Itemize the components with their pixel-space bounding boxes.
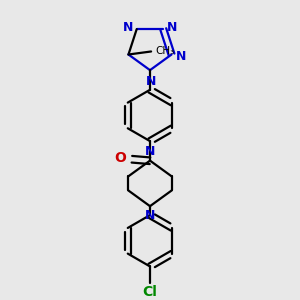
Text: N: N — [167, 21, 177, 34]
Text: N: N — [123, 21, 133, 34]
Text: N: N — [146, 75, 157, 88]
Text: N: N — [176, 50, 186, 62]
Text: O: O — [115, 151, 126, 165]
Text: N: N — [145, 145, 155, 158]
Text: CH₃: CH₃ — [156, 46, 175, 56]
Text: N: N — [145, 209, 155, 222]
Text: Cl: Cl — [142, 286, 158, 299]
